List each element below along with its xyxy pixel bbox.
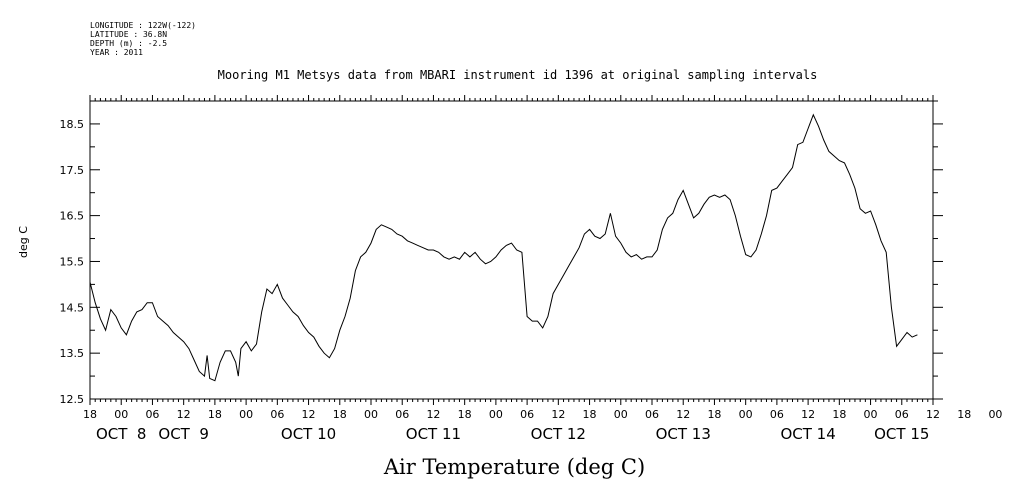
depth-text: DEPTH (m) : -2.5	[90, 39, 168, 48]
chart-title: Mooring M1 Metsys data from MBARI instru…	[217, 68, 818, 82]
x-tick-label: 06	[895, 408, 909, 421]
y-tick-label: 18.5	[60, 118, 85, 131]
x-tick-label: 12	[676, 408, 690, 421]
x-tick-label: 18	[583, 408, 597, 421]
x-tick-label: 18	[707, 408, 721, 421]
y-tick-labels: 12.5 13.5 14.5 15.5 16.5 17.5 18.5	[60, 118, 85, 406]
x-day-label: OCT 10	[281, 425, 336, 443]
x-tick-label: 00	[988, 408, 1002, 421]
x-tick-label: 18	[83, 408, 97, 421]
plot-frame	[89, 100, 934, 400]
longitude-text: LONGITUDE : 122W(-122)	[90, 21, 196, 30]
x-day-label: OCT 8	[96, 425, 147, 443]
air-temperature-line	[89, 113, 918, 382]
x-tick-label: 06	[395, 408, 409, 421]
x-tick-label: 18	[957, 408, 971, 421]
x-tick-label: 06	[145, 408, 159, 421]
x-tick-label: 18	[458, 408, 472, 421]
x-day-labels: OCT 8 OCT 9 OCT 10 OCT 11 OCT 12 OCT 13 OCT 14…	[96, 425, 929, 443]
x-day-label: OCT 14	[780, 425, 835, 443]
x-tick-label: 06	[770, 408, 784, 421]
latitude-text: LATITUDE : 36.8N	[90, 30, 168, 39]
y-tick-label: 17.5	[60, 164, 85, 177]
y-tick-label: 14.5	[60, 301, 85, 314]
x-day-label: OCT 9	[158, 425, 209, 443]
x-tick-label: 00	[364, 408, 378, 421]
x-tick-label: 00	[239, 408, 253, 421]
y-tick-label: 15.5	[60, 255, 85, 268]
x-tick-label: 12	[177, 408, 191, 421]
axis-ticks	[89, 95, 943, 405]
y-tick-label: 12.5	[60, 393, 85, 406]
x-tick-label: 12	[926, 408, 940, 421]
y-tick-label: 13.5	[60, 347, 85, 360]
x-tick-label: 18	[333, 408, 347, 421]
x-tick-label: 12	[801, 408, 815, 421]
x-day-label: OCT 11	[406, 425, 461, 443]
x-tick-label: 00	[114, 408, 128, 421]
x-tick-label: 12	[551, 408, 565, 421]
x-day-label: OCT 13	[656, 425, 711, 443]
x-tick-label: 00	[739, 408, 753, 421]
x-axis-label: Air Temperature (deg C)	[383, 455, 646, 479]
x-tick-label: 12	[302, 408, 316, 421]
y-tick-label: 16.5	[60, 210, 85, 223]
x-tick-label: 18	[832, 408, 846, 421]
x-day-label: OCT 15	[874, 425, 929, 443]
location-metadata: LONGITUDE : 122W(-122) LATITUDE : 36.8N …	[90, 21, 196, 57]
x-tick-label: 06	[645, 408, 659, 421]
x-tick-label: 06	[520, 408, 534, 421]
x-day-label: OCT 12	[531, 425, 586, 443]
x-tick-label: 00	[864, 408, 878, 421]
x-tick-label: 12	[426, 408, 440, 421]
year-text: YEAR : 2011	[90, 48, 143, 57]
x-tick-label: 06	[270, 408, 284, 421]
x-tick-label: 00	[489, 408, 503, 421]
x-tick-label: 00	[614, 408, 628, 421]
x-tick-label: 18	[208, 408, 222, 421]
x-tick-labels: 18 00 06 12 18 00 06 12 18 00 06 12 18 00 06 12 18 00 06 12…	[83, 408, 1002, 421]
